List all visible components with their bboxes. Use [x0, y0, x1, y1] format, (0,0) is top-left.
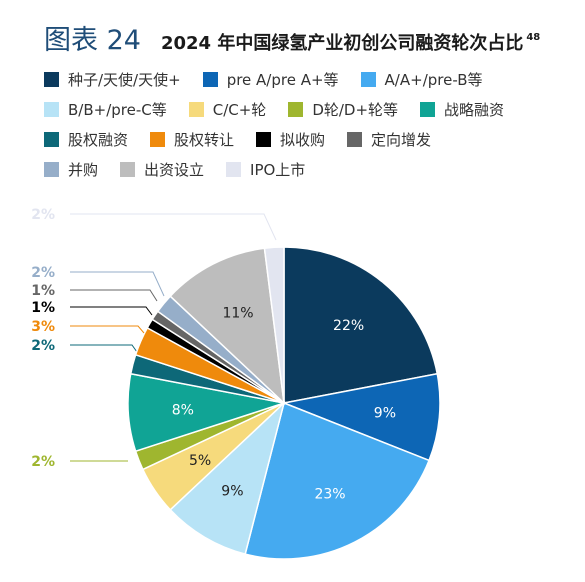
legend-swatch [347, 131, 363, 147]
legend-label: D轮/D+轮等 [312, 100, 399, 119]
legend-item-seed: 种子/天使/天使+ [44, 69, 181, 90]
legend-item-equity-transfer: 股权转让 [150, 129, 234, 150]
callout-line-private-placement [70, 289, 158, 302]
pie-slice-a [244, 401, 431, 560]
legend-row: 并购 出资设立 IPO上市 [44, 154, 584, 184]
legend-label: IPO上市 [250, 160, 306, 179]
legend-label: 种子/天使/天使+ [68, 70, 181, 89]
legend-label: 出资设立 [144, 160, 205, 179]
legend-swatch [288, 101, 304, 117]
legend-item-strategic: 战略融资 [420, 99, 504, 120]
legend-label: 拟收购 [280, 130, 326, 149]
pie-slice-seed [283, 246, 439, 404]
pie-slice-ipo [263, 246, 285, 404]
legend-swatch [226, 161, 242, 177]
callout-line-equity-transfer [70, 325, 145, 334]
legend-label: 股权融资 [68, 130, 129, 149]
legend-item-pre-a: pre A/pre A+等 [202, 69, 339, 90]
data-label-pre-a: 9% [374, 406, 396, 422]
legend-item-a: A/A+/pre-B等 [360, 69, 483, 90]
chart-legend: 种子/天使/天使+ pre A/pre A+等 A/A+/pre-B等 B/B+… [44, 64, 584, 184]
legend-label: 股权转让 [174, 130, 235, 149]
legend-swatch [202, 71, 218, 87]
legend-row: 种子/天使/天使+ pre A/pre A+等 A/A+/pre-B等 [44, 64, 584, 94]
legend-item-b: B/B+/pre-C等 [44, 99, 167, 120]
callout-line-proposed-acquisition [70, 306, 153, 316]
legend-item-merger: 并购 [44, 159, 98, 180]
legend-swatch [256, 131, 272, 147]
legend-label: C/C+轮 [212, 100, 267, 119]
data-label-capital-contribution: 11% [222, 306, 253, 322]
legend-item-c: C/C+轮 [188, 99, 267, 120]
figure-label: 图表 24 [44, 25, 141, 56]
legend-swatch [188, 101, 204, 117]
legend-swatch [44, 161, 59, 177]
data-label-a: 23% [314, 486, 345, 502]
legend-swatch [420, 101, 436, 117]
data-label-merger: 2% [31, 265, 55, 281]
legend-swatch [44, 101, 59, 117]
pie-slice-pre-a [281, 372, 441, 462]
data-label-equity-financing: 2% [31, 338, 55, 354]
legend-label: B/B+/pre-C等 [68, 100, 167, 119]
legend-label: 战略融资 [444, 100, 505, 119]
legend-item-proposed-acquisition: 拟收购 [256, 129, 325, 150]
pie-slice-capital-contribution [169, 247, 286, 405]
legend-row: 股权融资 股权转让 拟收购 定向增发 [44, 124, 584, 154]
legend-label: 并购 [68, 160, 99, 179]
callout-line-ipo [70, 213, 277, 241]
callout-line-merger [70, 271, 165, 297]
data-label-b: 9% [221, 483, 243, 499]
footnote-reference: 48 [526, 32, 541, 43]
legend-row: B/B+/pre-C等 C/C+轮 D轮/D+轮等 战略融资 [44, 94, 584, 124]
data-label-proposed-acquisition: 1% [31, 300, 55, 316]
legend-item-capital-contribution: 出资设立 [120, 159, 204, 180]
legend-swatch [150, 131, 166, 147]
legend-item-d: D轮/D+轮等 [288, 99, 398, 120]
legend-item-ipo: IPO上市 [226, 159, 305, 180]
data-label-c: 5% [189, 453, 211, 469]
chart-title-row: 图表 24 2024 年中国绿氢产业初创公司融资轮次占比 48 [44, 18, 540, 57]
legend-label: A/A+/pre-B等 [384, 70, 483, 89]
pie-slice-b [169, 400, 286, 556]
legend-label: 定向增发 [371, 130, 432, 149]
legend-swatch [44, 131, 59, 147]
data-label-d: 2% [31, 454, 55, 470]
legend-item-private-placement: 定向增发 [347, 129, 431, 150]
data-label-private-placement: 1% [31, 283, 55, 299]
legend-item-equity-financing: 股权融资 [44, 129, 128, 150]
data-label-seed: 22% [333, 318, 364, 334]
legend-label: pre A/pre A+等 [226, 70, 339, 89]
callout-line-equity-financing [70, 344, 138, 353]
chart-title: 2024 年中国绿氢产业初创公司融资轮次占比 [160, 33, 524, 54]
legend-swatch [360, 71, 376, 87]
data-label-equity-transfer: 3% [31, 319, 55, 335]
data-label-strategic: 8% [172, 402, 194, 418]
data-label-ipo: 2% [31, 207, 55, 223]
legend-swatch [44, 71, 59, 87]
legend-swatch [120, 161, 136, 177]
